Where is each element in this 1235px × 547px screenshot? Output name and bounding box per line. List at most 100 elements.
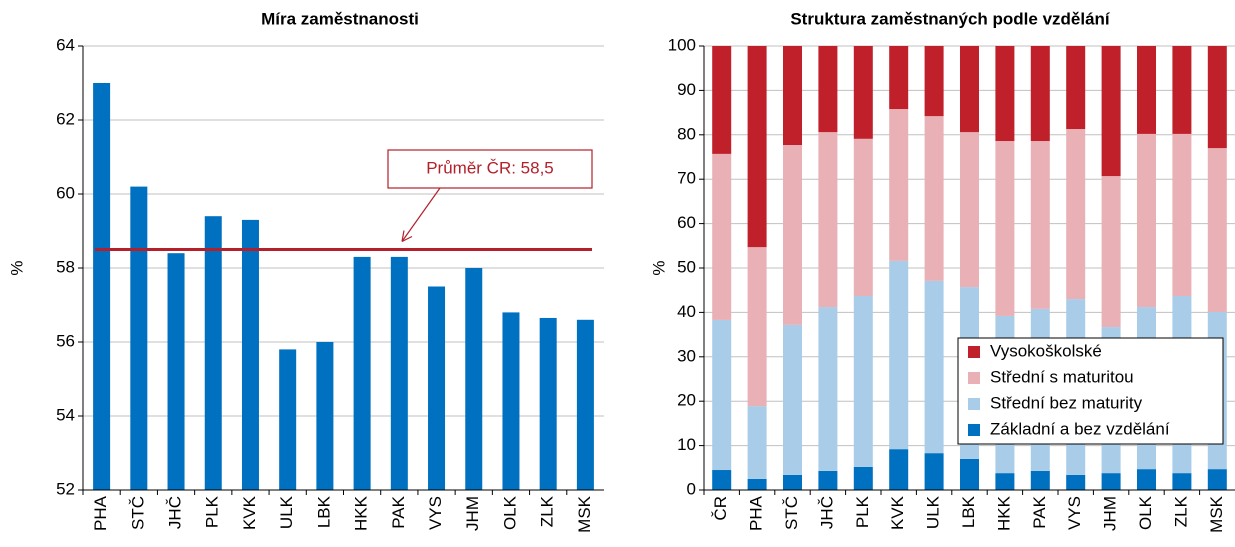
bar-segment [747,247,767,407]
bar [279,349,297,490]
bar [241,219,259,490]
bar-segment [995,473,1015,490]
bar-segment [995,141,1015,316]
bar-segment [747,46,767,248]
y-tick-label: 60 [56,183,75,202]
bar-segment [1207,46,1227,149]
y-tick-label: 10 [677,435,696,454]
x-tick-label: JHČ [166,496,185,529]
bar [539,317,557,490]
bar [93,83,111,490]
bar-segment [1137,469,1156,490]
y-tick-label: 90 [677,80,696,99]
x-tick-label: PAK [389,495,408,528]
bar-segment [1066,474,1086,490]
bar-segment [960,46,979,133]
bar [204,216,222,490]
bar-segment [853,466,873,490]
x-tick-label: LBK [959,495,978,528]
x-tick-label: LBK [314,495,333,528]
bar-segment [853,295,873,467]
annotation-arrow [401,187,441,242]
bar-segment [712,153,732,320]
x-tick-label: OLK [1136,495,1155,530]
bar [390,256,408,490]
annotation-arrowhead [401,230,413,243]
bar [130,186,148,490]
y-tick-label: 100 [668,35,696,54]
legend-label: Základní a bez vzdělání [990,419,1170,438]
bar-segment [1066,129,1086,300]
bar [167,253,185,490]
bar-segment [1137,133,1156,308]
y-tick-label: 50 [677,257,696,276]
annotation: Průměr ČR: 58,5 [426,158,554,177]
x-tick-label: OLK [500,495,519,530]
bar-segment [1172,46,1192,134]
bar-segment [1030,470,1050,490]
bar-segment [783,474,802,490]
bar-segment [1101,473,1121,490]
legend-label: Střední bez maturity [990,393,1143,412]
bar-segment [1207,469,1227,490]
bar-segment [889,109,909,261]
x-tick-label: HKK [994,495,1013,531]
y-tick-label: 52 [56,479,75,498]
bar-segment [853,46,873,139]
y-tick-label: 40 [677,302,696,321]
bar-segment [1137,46,1156,134]
y-tick-label: 70 [677,169,696,188]
bar-segment [818,470,838,490]
bar-segment [1030,141,1050,309]
x-tick-label: VYS [1065,496,1084,530]
chart-title: Míra zaměstnanosti [261,9,419,28]
bar-segment [889,449,909,490]
x-tick-label: ČR [711,496,730,521]
bar-segment [818,307,838,471]
bar-segment [1101,46,1121,177]
bar-segment [960,132,979,288]
x-tick-label: JHČ [817,496,836,529]
bar-segment [712,46,732,154]
legend-swatch [968,424,980,436]
bar-segment [818,46,838,133]
bar-segment [1101,176,1121,328]
x-tick-label: ZLK [1171,495,1190,527]
bar [428,286,446,490]
y-axis-label: % [7,260,26,275]
legend-label: Vysokoškolské [990,341,1102,360]
x-tick-label: MSK [575,495,594,533]
bar-segment [995,46,1015,142]
bar-segment [1066,46,1086,130]
bar-segment [1030,46,1050,142]
legend-swatch [968,398,980,410]
y-tick-label: 80 [677,124,696,143]
bar-segment [924,453,944,490]
bar-segment [747,478,767,490]
x-tick-label: PLK [203,495,222,528]
bar [353,256,371,490]
bar-segment [924,280,944,454]
bar-segment [924,46,944,117]
x-tick-label: PHA [747,495,766,531]
y-tick-label: 64 [56,35,75,54]
y-tick-label: 62 [56,109,75,128]
x-tick-label: ULK [277,495,296,529]
x-tick-label: MSK [1207,495,1226,533]
bar-segment [783,145,802,325]
y-tick-label: 56 [56,331,75,350]
bar-segment [924,116,944,281]
y-tick-label: 30 [677,346,696,365]
x-tick-label: PAK [1030,495,1049,528]
bar-segment [818,132,838,308]
bar-segment [712,319,732,471]
legend-swatch [968,346,980,358]
x-tick-label: PLK [853,495,872,528]
bar [502,312,520,490]
x-tick-label: STČ [128,496,147,530]
bar-segment [889,260,909,450]
bar-segment [747,406,767,479]
legend-swatch [968,372,980,384]
bar-segment [1207,148,1227,312]
